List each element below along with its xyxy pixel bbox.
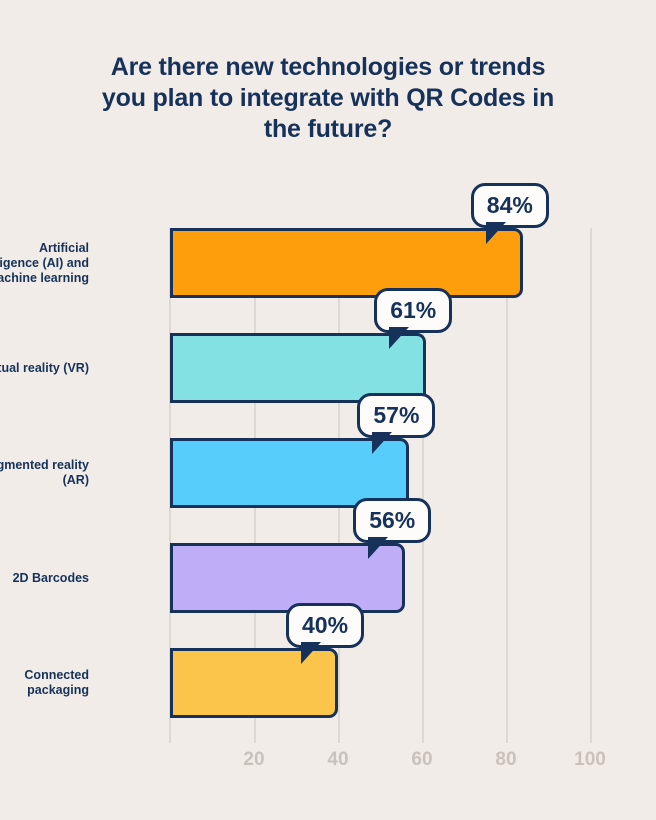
bar-row[interactable] <box>170 228 523 298</box>
chart-title-line-3: the future? <box>263 115 393 143</box>
bar-row[interactable] <box>170 333 427 403</box>
callout-tail <box>301 642 321 664</box>
value-label: 56% <box>353 498 432 559</box>
gridline-60 <box>422 228 424 743</box>
category-label-line: Artificial <box>38 240 89 255</box>
value-label: 84% <box>470 183 549 244</box>
callout-tail <box>368 537 389 559</box>
bar-row[interactable] <box>170 438 410 508</box>
value-callout: 40% <box>286 603 365 664</box>
category-label-line: Virtual reality (VR) <box>0 360 89 375</box>
category-label-line: machine learning <box>0 270 89 285</box>
chart-title: Are there new technologies or trends you… <box>70 52 586 145</box>
category-label-line: Augmented reality <box>0 458 89 472</box>
callout-tail <box>485 222 506 244</box>
category-label-line: 2D Barcodes <box>12 570 89 585</box>
category-label: 2D Barcodes <box>0 571 89 586</box>
category-label: Connected packaging <box>0 668 89 698</box>
category-label-line: intelligence (AI) and <box>0 255 89 270</box>
category-label: Virtual reality (VR) <box>0 361 89 376</box>
category-label-line: (AR) <box>62 473 89 487</box>
gridline-80 <box>506 228 508 743</box>
x-axis-tick-label: 80 <box>495 749 517 770</box>
chart-title-line-1: Are there new technologies or trends <box>110 53 546 81</box>
chart-title-line-2: you plan to integrate with QR Codes in <box>101 84 555 112</box>
callout-tail <box>389 327 410 349</box>
value-callout: 57% <box>357 393 436 454</box>
bar[interactable] <box>170 438 410 508</box>
value-callout: 61% <box>374 288 453 349</box>
x-axis-tick-label: 40 <box>327 749 349 770</box>
bar[interactable] <box>170 228 523 298</box>
category-label-line: Connected <box>24 668 89 682</box>
value-callout: 56% <box>353 498 432 559</box>
plot-area: 20 40 60 80 100 Artificialintelligence (AI) a… <box>0 183 606 770</box>
gridline-100 <box>590 228 592 743</box>
category-label-line: packaging <box>27 683 89 697</box>
value-label: 61% <box>374 288 453 349</box>
value-label: 57% <box>357 393 436 454</box>
category-label: Augmented reality(AR) <box>0 458 89 488</box>
x-axis-tick-label: 60 <box>411 749 433 770</box>
x-axis-tick-label: 20 <box>243 749 265 770</box>
x-axis-tick-label: 100 <box>574 749 606 770</box>
value-label: 40% <box>286 603 365 664</box>
value-callout: 84% <box>470 183 549 244</box>
category-label: Artificialintelligence (AI) andmachine l… <box>0 241 89 286</box>
bar[interactable] <box>170 333 427 403</box>
callout-tail <box>372 432 393 454</box>
